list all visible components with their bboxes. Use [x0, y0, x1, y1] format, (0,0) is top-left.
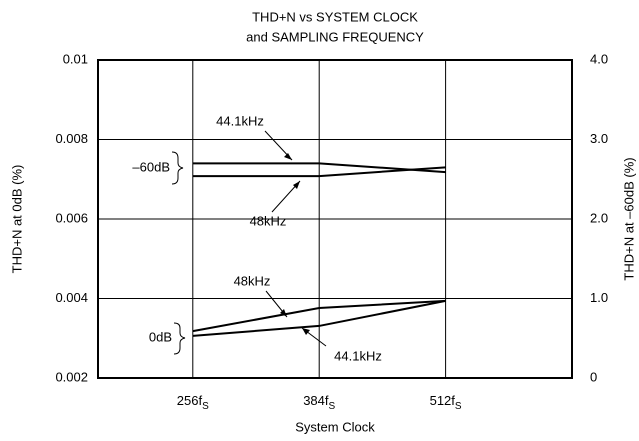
y2-tick-label: 4.0 [590, 51, 608, 66]
y2-tick-label: 1.0 [590, 290, 608, 305]
y-tick-label: 0.006 [55, 210, 88, 225]
series-label: 44.1kHz [334, 348, 382, 363]
x-tick-label-main: 256f [177, 393, 203, 408]
plot-frame [97, 59, 573, 379]
y2-tick-label: 0 [590, 369, 597, 384]
y2-tick-label: 2.0 [590, 210, 608, 225]
annotation: –60dB [132, 159, 170, 174]
x-axis-label: System Clock [295, 419, 375, 434]
series-label: 48kHz [234, 273, 271, 288]
series-label: 44.1kHz [216, 113, 264, 128]
series-line [192, 299, 446, 337]
x-tick-label-main: 384f [303, 393, 329, 408]
chart-title: and SAMPLING FREQUENCY [246, 29, 424, 44]
series-line [192, 166, 446, 178]
series-line [192, 162, 446, 174]
y2-axis-label: THD+N at –60dB (%) [621, 157, 636, 280]
x-tick-label: 512fS [430, 393, 462, 411]
x-tick-label-subscript: S [455, 401, 462, 412]
y-axis-label: THD+N at 0dB (%) [9, 165, 24, 274]
y-tick-label: 0.008 [55, 131, 88, 146]
chart-title: THD+N vs SYSTEM CLOCK [252, 9, 418, 24]
x-tick-label-subscript: S [329, 401, 336, 412]
y-tick-label: 0.004 [55, 290, 88, 305]
annotation-arrows [171, 130, 327, 355]
x-tick-label-main: 512f [430, 393, 456, 408]
annotation: 0dB [149, 329, 172, 344]
y-tick-label: 0.002 [55, 369, 88, 384]
x-tick-label: 384fS [303, 393, 335, 411]
series-line [192, 299, 446, 333]
x-tick-label: 256fS [177, 393, 209, 411]
y-tick-label: 0.01 [63, 51, 88, 66]
x-tick-label-subscript: S [202, 401, 209, 412]
y2-tick-label: 3.0 [590, 131, 608, 146]
series-label: 48kHz [250, 213, 287, 228]
